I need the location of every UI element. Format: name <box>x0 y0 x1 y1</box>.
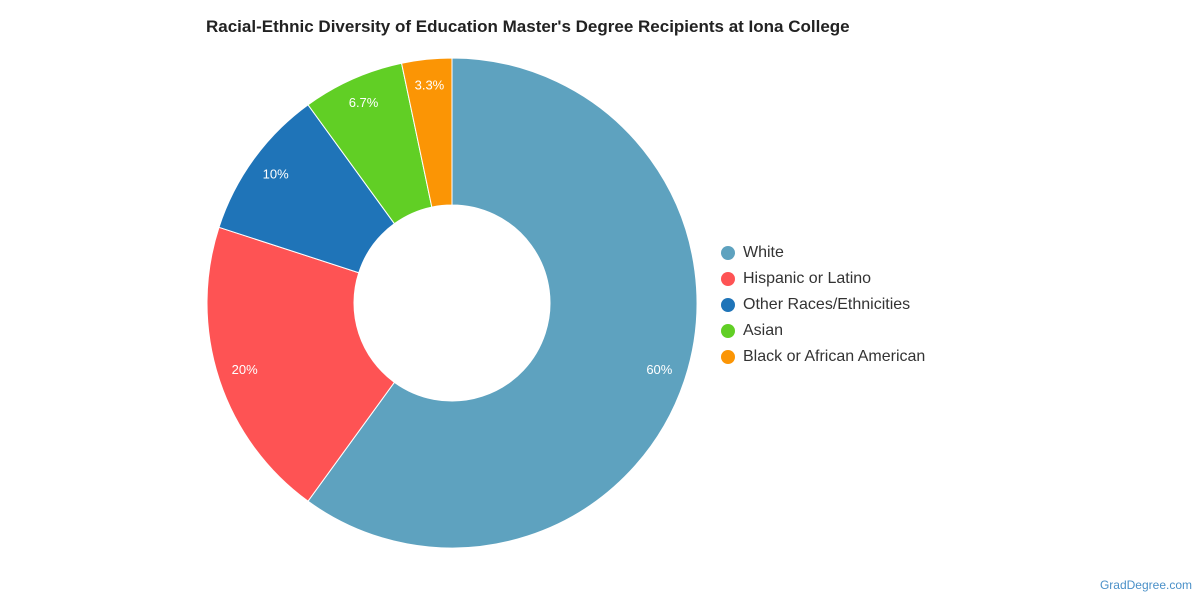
legend-label: Black or African American <box>743 348 926 365</box>
legend-item-black-or-african-american[interactable]: Black or African American <box>721 344 925 370</box>
legend-swatch <box>721 324 735 338</box>
legend-item-other-races-ethnicities[interactable]: Other Races/Ethnicities <box>721 292 925 318</box>
legend-swatch <box>721 272 735 286</box>
slice-black-or-african-american[interactable] <box>400 57 453 208</box>
slice-hispanic-or-latino[interactable] <box>206 226 396 502</box>
legend-swatch <box>721 298 735 312</box>
legend-item-asian[interactable]: Asian <box>721 318 925 344</box>
data-label-layer: 60% 20% 10% 6.7% 3.3% <box>232 78 673 377</box>
source-link[interactable]: GradDegree.com <box>1099 578 1192 592</box>
legend-label: Hispanic or Latino <box>743 270 872 287</box>
data-label-asian: 6.7% <box>349 95 379 110</box>
legend-swatch <box>721 350 735 364</box>
data-label-black-or-african-american: 3.3% <box>415 78 445 93</box>
legend-label: White <box>743 244 784 261</box>
data-label-white: 60% <box>646 362 672 377</box>
data-label-other-races-ethnicities: 10% <box>263 166 289 181</box>
legend-label: Other Races/Ethnicities <box>743 296 911 313</box>
data-label-hispanic-or-latino: 20% <box>232 362 258 377</box>
chart-legend: White Hispanic or Latino Other Races/Ethni… <box>721 240 925 370</box>
legend-item-white[interactable]: White <box>721 240 925 266</box>
legend-swatch <box>721 246 735 260</box>
chart-title: Racial-Ethnic Diversity of Education Mas… <box>206 17 850 36</box>
slice-white[interactable] <box>307 57 698 549</box>
slice-layer <box>206 57 698 549</box>
legend-item-hispanic-or-latino[interactable]: Hispanic or Latino <box>721 266 925 292</box>
legend-label: Asian <box>743 322 784 339</box>
